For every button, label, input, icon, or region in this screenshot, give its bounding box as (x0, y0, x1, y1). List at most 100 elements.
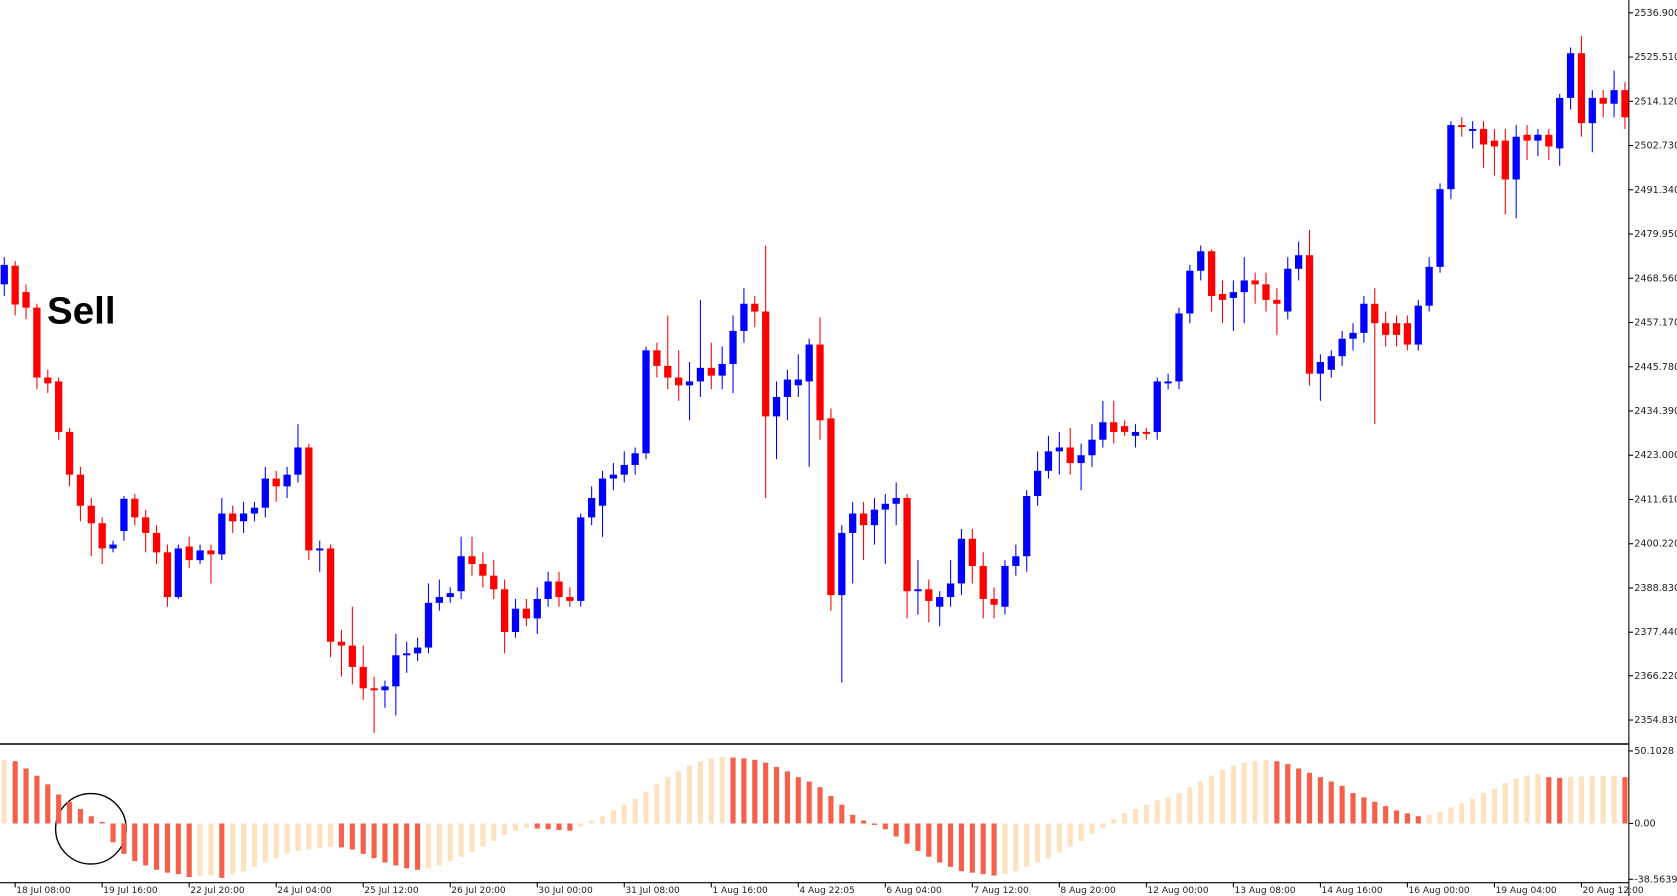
candle-body (1327, 356, 1335, 370)
histogram-bar (948, 823, 954, 867)
histogram-bar (153, 823, 160, 870)
candle-body (403, 653, 411, 656)
histogram-bar (937, 823, 943, 863)
candle-body (1534, 134, 1542, 141)
candle-body (120, 498, 128, 531)
candle-body (685, 381, 694, 386)
candle-body (109, 544, 117, 549)
histogram-bar (1491, 788, 1497, 824)
y-tick-label: 2366.220 (1634, 671, 1677, 682)
histogram-bar (360, 823, 366, 854)
candle-body (805, 344, 813, 382)
histogram-bar (871, 823, 878, 825)
candle-body (892, 497, 900, 504)
candle-body (1001, 565, 1009, 607)
histogram-bar (534, 823, 540, 829)
candle-body (936, 597, 944, 607)
histogram-bar (1176, 793, 1182, 824)
candle-body (707, 367, 715, 376)
candle-body (762, 311, 770, 417)
histogram-bar (1252, 761, 1258, 824)
candle-body (1066, 447, 1074, 464)
candle-body (838, 532, 846, 596)
histogram-bar (795, 777, 801, 824)
histogram-bar (1567, 777, 1574, 824)
histogram-bar (425, 823, 432, 869)
candle-body (272, 478, 280, 487)
candle-body (207, 550, 215, 555)
candle-body (1577, 53, 1586, 124)
candle-body (348, 645, 356, 667)
histogram-bar (1219, 769, 1226, 824)
histogram-bar (1024, 823, 1030, 867)
y-tick-label: 2400.220 (1634, 539, 1677, 550)
x-tick-label: 1 Aug 16:00 (712, 886, 768, 896)
candle-body (142, 517, 150, 533)
candle-body (1512, 136, 1520, 180)
histogram-bar (1013, 823, 1019, 872)
histogram-bar (882, 823, 888, 830)
histogram-bar (1622, 777, 1628, 824)
candle-body (740, 303, 748, 331)
candle-body (305, 447, 313, 551)
histogram-bar (730, 757, 736, 824)
candle-body (642, 350, 650, 454)
candle-body (1403, 323, 1412, 345)
histogram-bar (121, 823, 127, 854)
histogram-bar (295, 823, 301, 851)
y-tick-label: 2457.170 (1634, 318, 1677, 329)
candle-body (294, 447, 302, 475)
candle-body (533, 598, 541, 619)
candle-body (1566, 53, 1575, 98)
x-tick-label: 26 Jul 20:00 (451, 886, 506, 896)
histogram-bar (523, 823, 529, 828)
candle-body (152, 532, 161, 553)
candle-body (598, 478, 607, 506)
candle-body (1436, 189, 1444, 267)
candle-body (957, 538, 966, 584)
candle-body (337, 641, 346, 646)
candle-body (44, 377, 52, 384)
y-tick-label: 2514.120 (1634, 96, 1677, 107)
histogram-bar (621, 804, 627, 824)
histogram-bar (512, 823, 519, 831)
histogram-bar (1524, 775, 1530, 824)
candle-body (729, 330, 737, 364)
histogram-bar (1165, 797, 1171, 824)
histogram-bar (589, 820, 595, 824)
histogram-bar (186, 823, 192, 878)
x-tick-label: 25 Jul 12:00 (364, 886, 419, 896)
histogram-bar (1589, 776, 1595, 824)
candle-body (218, 513, 226, 555)
candle-body (816, 344, 824, 421)
candle-body (370, 688, 378, 691)
candle-body (1371, 303, 1379, 324)
candle-body (849, 513, 857, 533)
histogram-bar (763, 762, 769, 824)
histogram-bar (1339, 785, 1345, 824)
candle-body (1077, 455, 1085, 464)
histogram-bar (665, 777, 671, 824)
histogram-bar (491, 823, 497, 841)
candle-body (1425, 266, 1433, 306)
y-tick-label: 2491.340 (1634, 185, 1677, 196)
candle-body (479, 564, 487, 576)
candle-body (1218, 294, 1227, 300)
candle-body (326, 548, 335, 642)
candle-body (1273, 299, 1281, 304)
histogram-bar (654, 784, 660, 824)
histogram-bar (1328, 781, 1334, 824)
candle-body (239, 513, 248, 522)
histogram-bar (262, 823, 268, 863)
candle-body (772, 396, 781, 417)
candle-body (76, 474, 85, 506)
y-tick-label: 2502.730 (1634, 141, 1677, 152)
histogram-bar (599, 816, 606, 824)
candle-body (1240, 280, 1248, 293)
histogram-bar (23, 768, 29, 824)
x-tick-label: 13 Aug 08:00 (1234, 886, 1295, 896)
candle-body (1153, 381, 1161, 432)
histogram-bar (164, 823, 170, 873)
x-tick-label: 12 Aug 00:00 (1147, 886, 1208, 896)
